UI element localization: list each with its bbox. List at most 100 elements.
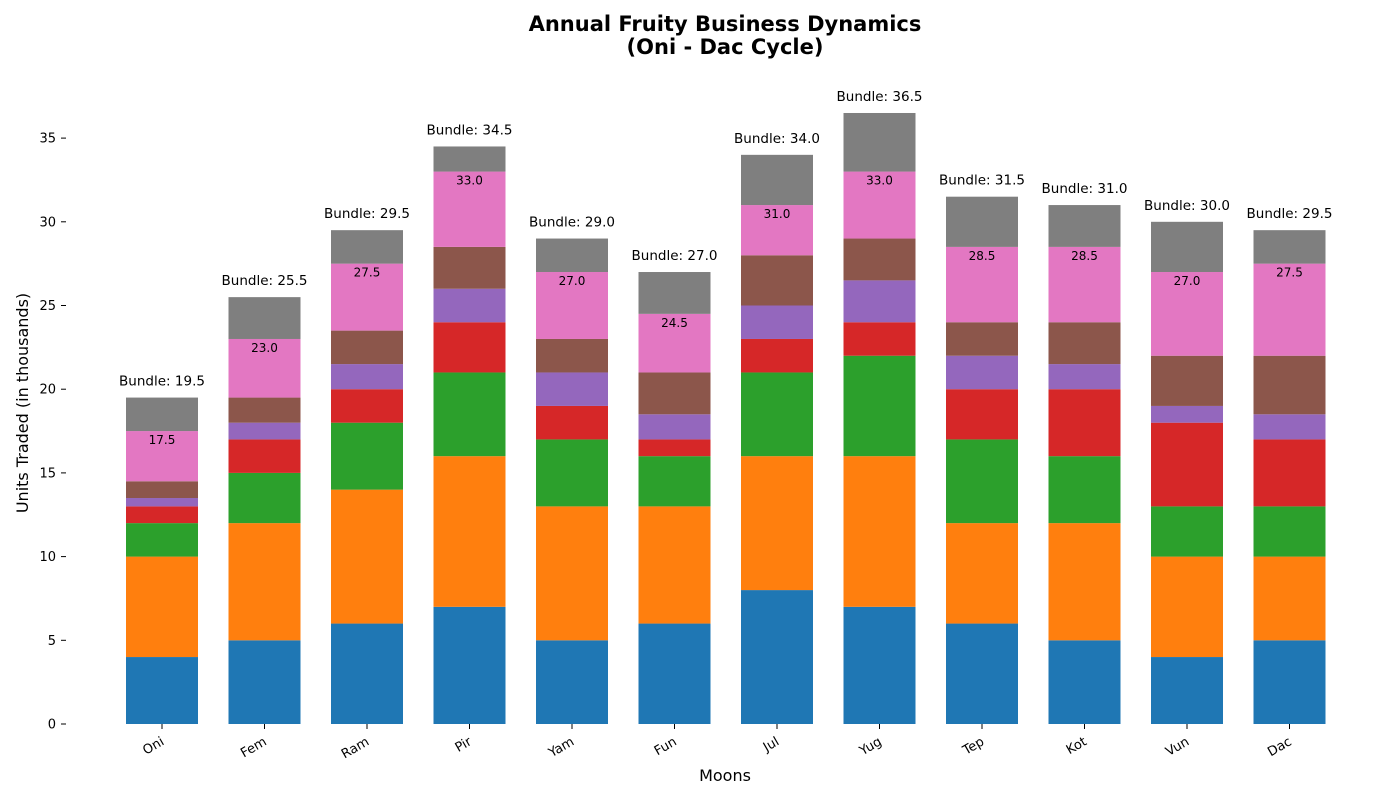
bar-segment bbox=[638, 272, 711, 314]
bar-segment bbox=[741, 456, 813, 591]
bar-segment bbox=[1253, 556, 1326, 641]
bar-segment bbox=[1151, 422, 1223, 507]
bar-segment bbox=[126, 657, 198, 724]
x-tick-label: Kot bbox=[1064, 734, 1090, 757]
bundle-label: Bundle: 31.0 bbox=[1042, 181, 1128, 197]
bar-segment bbox=[126, 498, 198, 507]
bars-layer bbox=[126, 112, 1326, 724]
bar-segment bbox=[638, 313, 711, 373]
bar-segment bbox=[228, 472, 301, 524]
bar-segment bbox=[1048, 205, 1121, 247]
bar-segment bbox=[126, 523, 198, 557]
x-tick-label: Ram bbox=[339, 734, 372, 762]
bar-segment bbox=[126, 556, 198, 658]
subtotal-label: 31.0 bbox=[764, 207, 791, 221]
x-tick-label: Fem bbox=[238, 734, 269, 761]
bundle-label: Bundle: 34.5 bbox=[427, 122, 513, 138]
x-tick-label: Tep bbox=[960, 734, 987, 758]
y-tick-label: 30 bbox=[39, 215, 56, 230]
labels-layer: 17.5 Bundle: 19.5 23.0 Bundle: 25.5 27.5 Bund… bbox=[119, 89, 1332, 447]
y-tick-label: 20 bbox=[39, 383, 56, 398]
x-tick-label: Oni bbox=[140, 734, 167, 758]
bar-segment bbox=[946, 389, 1018, 440]
bar-segment bbox=[536, 506, 608, 641]
bar-segment bbox=[228, 338, 301, 398]
bar-segment bbox=[1048, 523, 1121, 641]
chart-title-line2: (Oni - Dac Cycle) bbox=[627, 35, 824, 59]
bar-segment bbox=[1151, 506, 1223, 557]
bar-segment bbox=[843, 280, 916, 323]
bar-segment bbox=[741, 255, 813, 306]
bar-segment bbox=[1253, 640, 1326, 724]
chart-title-line1: Annual Fruity Business Dynamics bbox=[529, 12, 922, 36]
bar-segment bbox=[741, 154, 813, 206]
x-tick-label: Yug bbox=[856, 734, 884, 759]
y-tick-label: 35 bbox=[39, 132, 56, 147]
bar-segment bbox=[1151, 355, 1223, 406]
bar-segment bbox=[331, 364, 403, 390]
bar-segment bbox=[126, 431, 198, 482]
bar-segment bbox=[1253, 230, 1326, 264]
y-tick-label: 10 bbox=[39, 550, 56, 565]
bar-segment bbox=[1048, 640, 1121, 724]
bar-segment bbox=[1253, 414, 1326, 440]
bar-segment bbox=[1048, 322, 1121, 365]
bar-segment bbox=[228, 439, 301, 473]
x-axis-label: Moons bbox=[699, 766, 751, 785]
bar-segment bbox=[638, 623, 711, 724]
subtotal-label: 28.5 bbox=[969, 249, 996, 263]
bundle-label: Bundle: 36.5 bbox=[837, 89, 923, 105]
bar-segment bbox=[843, 238, 916, 281]
bundle-label: Bundle: 27.0 bbox=[632, 248, 718, 264]
subtotal-label: 33.0 bbox=[866, 174, 893, 188]
subtotal-label: 27.5 bbox=[354, 266, 381, 280]
bar-segment bbox=[228, 523, 301, 641]
bundle-label: Bundle: 29.5 bbox=[1247, 206, 1333, 222]
bar-segment bbox=[1253, 506, 1326, 557]
bar-segment bbox=[126, 506, 198, 524]
subtotal-label: 17.5 bbox=[149, 433, 176, 447]
bar-segment bbox=[536, 405, 608, 440]
bar-segment bbox=[1253, 355, 1326, 415]
bar-segment bbox=[741, 305, 813, 339]
bar-segment bbox=[1048, 389, 1121, 457]
y-tick-label: 25 bbox=[39, 299, 56, 314]
y-tick-label: 5 bbox=[48, 634, 56, 649]
bar-segment bbox=[331, 389, 403, 423]
bar-segment bbox=[946, 439, 1018, 524]
subtotal-label: 28.5 bbox=[1071, 249, 1098, 263]
x-tick-label: Pir bbox=[453, 734, 475, 756]
bar-segment bbox=[536, 439, 608, 507]
bar-segment bbox=[741, 338, 813, 373]
bar-segment bbox=[433, 456, 506, 607]
bundle-label: Bundle: 31.5 bbox=[939, 173, 1025, 189]
bar-segment bbox=[1048, 364, 1121, 390]
bar-segment bbox=[946, 322, 1018, 356]
subtotal-label: 27.0 bbox=[1174, 274, 1201, 288]
bar-segment bbox=[946, 355, 1018, 390]
bar-segment bbox=[228, 422, 301, 440]
bar-segment bbox=[126, 397, 198, 432]
bar-segment bbox=[433, 322, 506, 373]
bar-segment bbox=[536, 272, 608, 339]
bar-segment bbox=[843, 322, 916, 356]
x-tick-label: Fun bbox=[652, 734, 680, 759]
bar-segment bbox=[536, 640, 608, 724]
bar-segment bbox=[946, 196, 1018, 247]
y-axis-label: Units Traded (in thousands) bbox=[13, 293, 32, 513]
bundle-label: Bundle: 30.0 bbox=[1144, 198, 1230, 214]
bar-segment bbox=[638, 439, 711, 457]
bar-segment bbox=[228, 640, 301, 724]
bar-segment bbox=[843, 355, 916, 457]
bar-segment bbox=[1151, 405, 1223, 423]
subtotal-label: 33.0 bbox=[456, 174, 483, 188]
subtotal-label: 23.0 bbox=[251, 341, 278, 355]
bar-segment bbox=[638, 506, 711, 624]
bar-segment bbox=[331, 330, 403, 365]
bar-segment bbox=[1048, 246, 1121, 323]
bar-segment bbox=[1151, 272, 1223, 356]
x-tick-label: Dac bbox=[1265, 734, 1294, 760]
bar-segment bbox=[331, 489, 403, 624]
